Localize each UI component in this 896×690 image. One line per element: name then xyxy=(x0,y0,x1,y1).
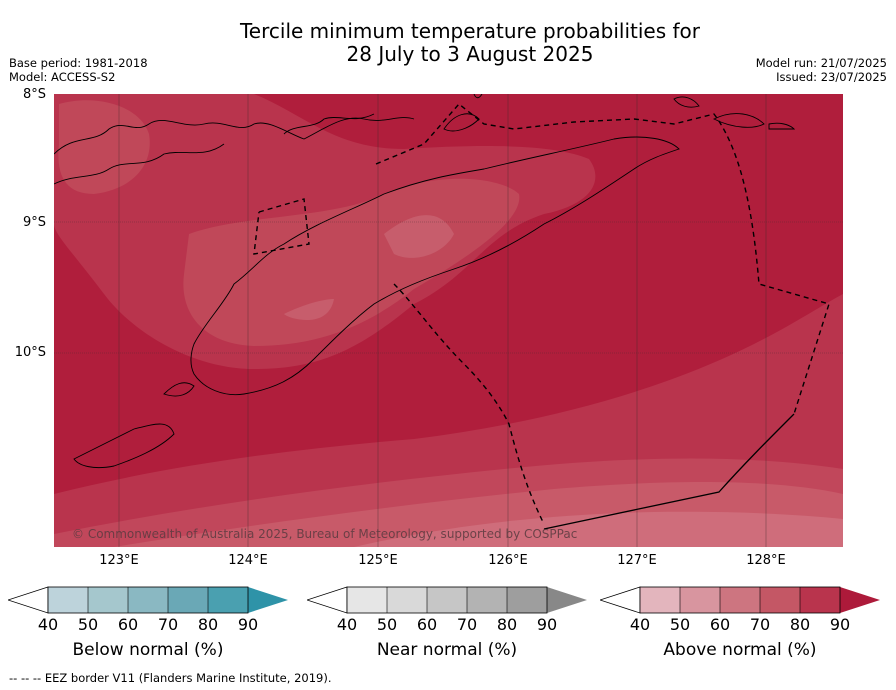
model-run: Model run: 21/07/2025 xyxy=(755,56,887,70)
lon-label-124e: 124°E xyxy=(228,553,268,568)
lon-label-123e: 123°E xyxy=(99,553,139,568)
colorbar-near xyxy=(307,586,587,614)
band-south-50 xyxy=(354,511,843,547)
colorbar-below-label: Below normal (%) xyxy=(72,640,224,660)
border-line-solid xyxy=(543,413,795,530)
meta-right: Model run: 21/07/2025 Issued: 23/07/2025 xyxy=(756,56,887,84)
eez-border xyxy=(253,103,830,525)
lat-label-9s: 9°S xyxy=(22,215,46,230)
colorbar-below xyxy=(8,586,288,614)
lon-label-125e: 125°E xyxy=(358,553,398,568)
map-svg: © Commonwealth of Australia 2025, Bureau… xyxy=(54,94,843,547)
eez-footnote: -- -- -- EEZ border V11 (Flanders Marine… xyxy=(9,671,332,685)
lon-label-126e: 126°E xyxy=(488,553,528,568)
lon-label-127e: 127°E xyxy=(617,553,657,568)
graticule xyxy=(54,94,843,547)
model-name: Model: ACCESS-S2 xyxy=(9,70,116,84)
title-line-2: 28 July to 3 August 2025 xyxy=(346,42,594,66)
probability-map: © Commonwealth of Australia 2025, Bureau… xyxy=(54,94,843,547)
issued-date: Issued: 23/07/2025 xyxy=(776,70,887,84)
coastlines xyxy=(54,94,796,469)
copyright-text: © Commonwealth of Australia 2025, Bureau… xyxy=(72,527,577,541)
blob-70 xyxy=(58,100,150,194)
map-title: Tercile minimum temperature probabilitie… xyxy=(150,20,790,66)
lat-label-10s: 10°S xyxy=(14,345,46,360)
meta-left: Base period: 1981-2018 Model: ACCESS-S2 xyxy=(9,56,148,84)
blob-60b xyxy=(284,299,334,320)
lon-label-128e: 128°E xyxy=(746,553,786,568)
blob-60 xyxy=(384,215,454,258)
lat-label-8s: 8°S xyxy=(22,87,46,102)
title-line-1: Tercile minimum temperature probabilitie… xyxy=(239,19,701,43)
colorbar-above-label: Above normal (%) xyxy=(663,640,817,660)
colorbar-near-label: Near normal (%) xyxy=(376,640,518,660)
base-period: Base period: 1981-2018 xyxy=(9,56,148,70)
colorbar-above xyxy=(600,586,880,614)
